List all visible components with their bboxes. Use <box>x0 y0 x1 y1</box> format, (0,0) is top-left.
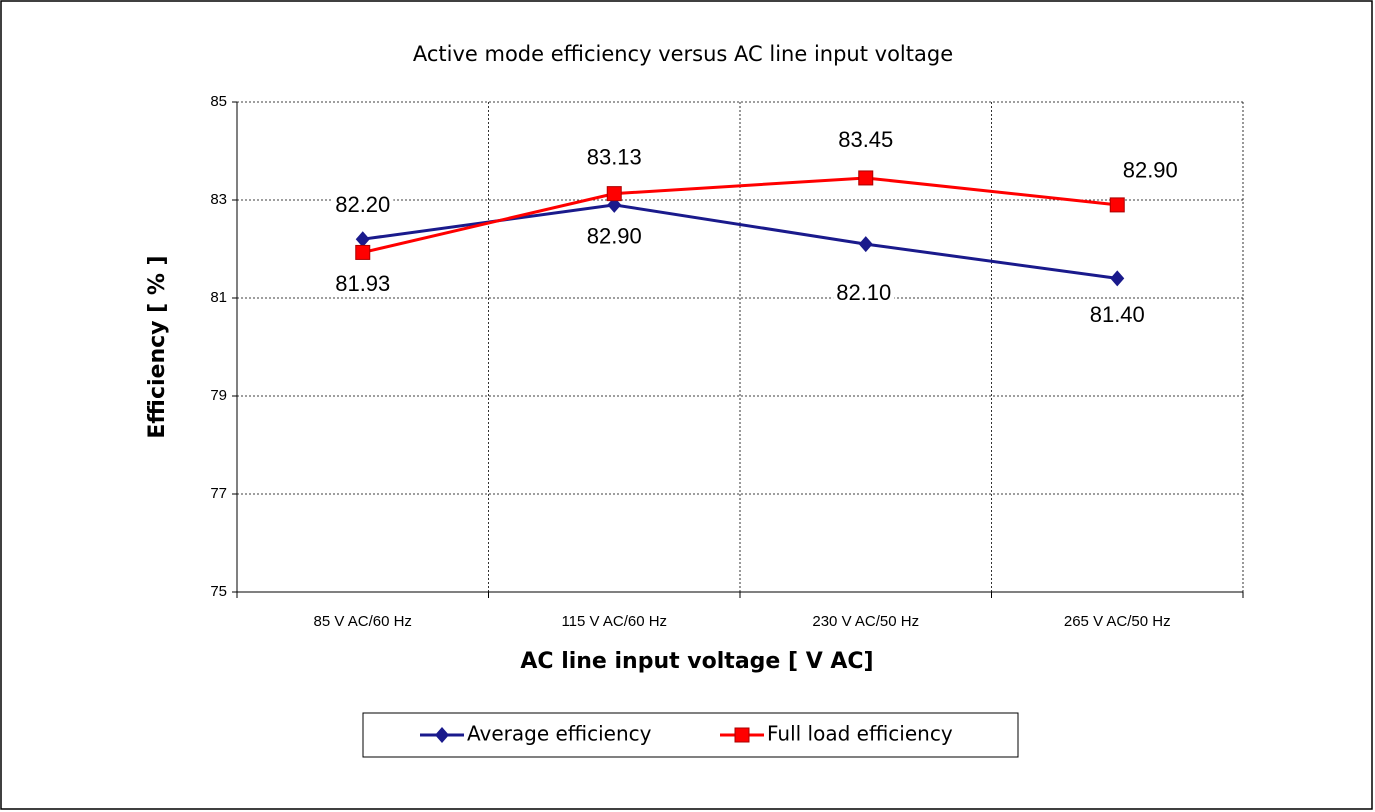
marker <box>606 186 622 202</box>
data-label-bg <box>1119 157 1181 183</box>
marker <box>355 231 370 248</box>
x-tick-label: 230 V AC/50 Hz <box>812 613 919 630</box>
data-label-bg <box>1086 302 1148 328</box>
data-label-bg <box>332 192 394 218</box>
x-tick-label: 115 V AC/60 Hz <box>561 613 667 630</box>
data-label: 81.40 <box>1090 302 1145 327</box>
data-label-bg <box>332 271 394 297</box>
data-label: 82.20 <box>335 192 390 217</box>
y-tick-label: 83 <box>210 191 227 208</box>
data-label-bg <box>583 144 645 170</box>
data-label: 83.13 <box>587 144 642 169</box>
marker <box>1109 197 1125 213</box>
data-label-bg <box>833 279 895 305</box>
data-label: 82.90 <box>587 224 642 249</box>
legend-label: Full load efficiency <box>767 722 953 746</box>
x-tick-label: 265 V AC/50 Hz <box>1064 613 1171 630</box>
y-tick-label: 85 <box>210 93 227 110</box>
y-tick-label: 77 <box>210 485 227 502</box>
marker <box>435 727 449 743</box>
y-tick-label: 81 <box>210 289 227 306</box>
legend-label: Average efficiency <box>467 722 652 746</box>
marker <box>1110 270 1125 287</box>
x-tick-label: 85 V AC/60 Hz <box>314 613 412 630</box>
data-label: 83.45 <box>838 127 893 152</box>
series-line <box>362 176 1118 254</box>
data-label-bg <box>583 223 645 249</box>
x-axis-label: AC line input voltage [ V AC] <box>520 649 873 674</box>
data-label: 82.90 <box>1123 158 1178 183</box>
data-label: 81.93 <box>335 271 390 296</box>
y-axis-label: Efficiency [ % ] <box>145 255 170 438</box>
data-label-bg <box>835 126 897 152</box>
marker <box>734 727 750 743</box>
chart-title: Active mode efficiency versus AC line in… <box>413 42 953 66</box>
marker <box>858 236 873 253</box>
data-label: 82.10 <box>836 280 891 305</box>
marker <box>355 244 371 260</box>
y-tick-label: 79 <box>210 387 227 404</box>
marker <box>858 170 874 186</box>
legend-box <box>362 712 1019 758</box>
y-tick-label: 75 <box>210 583 227 600</box>
